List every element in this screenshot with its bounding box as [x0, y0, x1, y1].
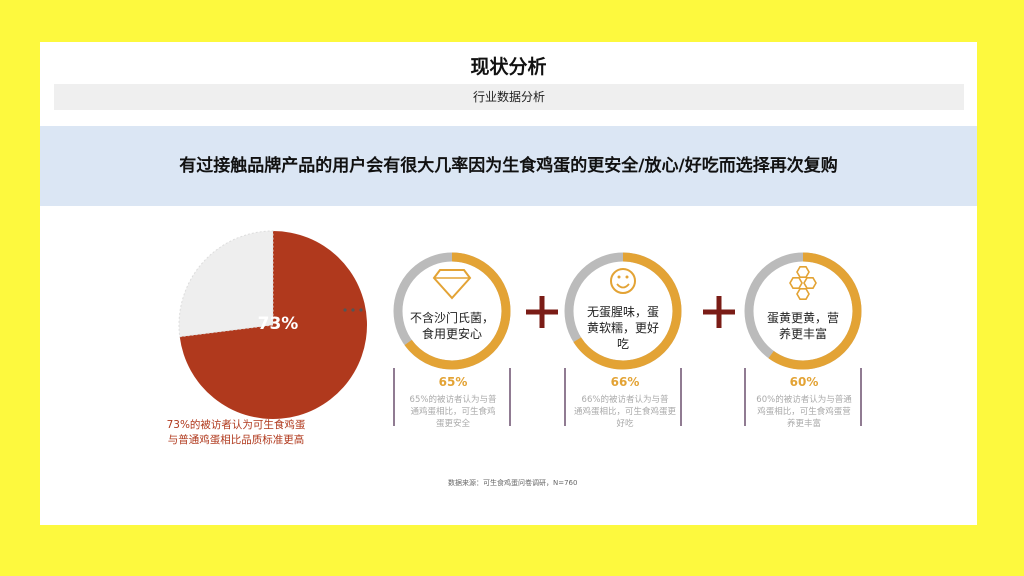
smiley-icon — [610, 268, 636, 294]
pie-caption-line2: 与普通鸡蛋相比品质标准更高 — [167, 434, 305, 446]
item-3-desc-line3: 养更丰富 — [786, 419, 821, 429]
honeycomb-icon-cell-1 — [796, 266, 810, 278]
item-1-percent: 65% — [438, 375, 468, 389]
item-2-desc-line2: 通鸡蛋相比，可生食鸡蛋更 — [573, 407, 676, 417]
item-2-label-line1: 无蛋腥味，蛋 — [586, 305, 659, 319]
ring-progress-2 — [564, 252, 682, 370]
item-1-desc-line2: 通鸡蛋相比，可生食鸡 — [410, 407, 496, 417]
item-1-label-line1: 不含沙门氏菌， — [410, 311, 495, 325]
chart-canvas: 73% — [178, 230, 862, 426]
source-note: 数据来源：可生食鸡蛋问卷调研，N=760 — [448, 479, 578, 487]
item-1-desc-line3: 蛋更安全 — [435, 419, 470, 429]
item-3-percent: 60% — [789, 375, 819, 389]
item-2-desc-line3: 好吃 — [616, 419, 634, 429]
ring-progress-3 — [744, 252, 862, 370]
item-2-label: 无蛋腥味，蛋 黄软糯，更好 吃 — [581, 304, 665, 352]
smiley-icon-eye-right — [625, 275, 629, 279]
subtitle-text: 行业数据分析 — [472, 90, 545, 104]
page-title: 现状分析 — [470, 56, 547, 78]
ellipsis-dot-3 — [359, 308, 363, 312]
headline-banner: 有过接触品牌产品的用户会有很大几率因为生食鸡蛋的更安全/放心/好吃而选择再次复购 — [40, 126, 977, 206]
slide: 现状分析 行业数据分析 有过接触品牌产品的用户会有很大几率因为生食鸡蛋的更安全/… — [40, 42, 977, 525]
item-1-desc-line1: 65%的被访者认为与普 — [409, 395, 497, 405]
diamond-icon — [432, 269, 472, 300]
pie-slice-label: 73% — [258, 314, 299, 334]
subtitle-bar: 行业数据分析 — [54, 84, 964, 110]
honeycomb-icon-cell-2 — [789, 277, 803, 289]
plus-sign-v-1 — [539, 296, 545, 328]
item-2-label-line3: 吃 — [616, 337, 629, 351]
ellipsis-dot-1 — [343, 308, 347, 312]
item-1-label: 不含沙门氏菌， 食用更安心 — [410, 310, 494, 342]
item-3-label-line1: 蛋黄更黄，营 — [766, 311, 839, 325]
honeycomb-icon-cell-4 — [796, 288, 810, 300]
pie-caption-line1: 73%的被访者认为可生食鸡蛋 — [166, 419, 306, 431]
item-3-desc-line1: 60%的被访者认为与普通 — [756, 395, 852, 405]
pie-slice-1 — [179, 230, 368, 419]
ring-progress-1 — [393, 252, 511, 370]
item-3-description: 60%的被访者认为与普通 鸡蛋相比，可生食鸡蛋营 养更丰富 — [751, 394, 857, 430]
item-1-label-line2: 食用更安心 — [421, 327, 482, 341]
plus-sign-v-2 — [716, 296, 722, 328]
pie-slice-2 — [178, 230, 274, 338]
item-2-desc-line1: 66%的被访者认为与普 — [581, 395, 669, 405]
item-3-label: 蛋黄更黄，营 养更丰富 — [761, 310, 845, 342]
item-2-label-line2: 黄软糯，更好 — [586, 321, 659, 335]
ellipsis-dot-2 — [351, 308, 355, 312]
item-3-desc-line2: 鸡蛋相比，可生食鸡蛋营 — [757, 407, 851, 417]
pie-caption: 73%的被访者认为可生食鸡蛋 与普通鸡蛋相比品质标准更高 — [148, 418, 324, 448]
item-3-label-line2: 养更丰富 — [778, 327, 827, 341]
honeycomb-icon-cell-3 — [803, 277, 817, 289]
headline-text: 有过接触品牌产品的用户会有很大几率因为生食鸡蛋的更安全/放心/好吃而选择再次复购 — [179, 156, 838, 176]
smiley-icon-mouth — [616, 283, 630, 289]
item-2-percent: 66% — [610, 375, 640, 389]
smiley-icon-eye-left — [617, 275, 621, 279]
item-1-description: 65%的被访者认为与普 通鸡蛋相比，可生食鸡 蛋更安全 — [400, 394, 506, 430]
item-2-description: 66%的被访者认为与普 通鸡蛋相比，可生食鸡蛋更 好吃 — [572, 394, 678, 430]
